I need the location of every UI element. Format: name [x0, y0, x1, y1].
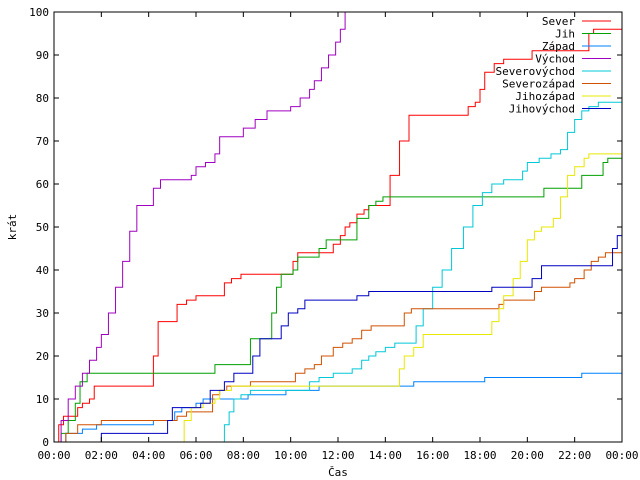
- series-layer: [54, 12, 622, 442]
- legend-label: Severovýchod: [496, 65, 575, 78]
- y-tick-label: 70: [36, 135, 49, 148]
- x-tick-label: 08:00: [227, 449, 260, 462]
- series-line: [54, 252, 622, 442]
- legend: SeverJihZápadVýchodSeverovýchodSeverozáp…: [496, 15, 611, 116]
- x-tick-label: 06:00: [179, 449, 212, 462]
- y-tick-label: 50: [36, 221, 49, 234]
- ticks-layer: 0 10 20 30 40 50 60 70 80 90 100 00:00 02:00 04:00 06:…: [29, 6, 638, 462]
- x-tick-label: 12:00: [321, 449, 354, 462]
- legend-label: Severozápad: [502, 78, 575, 91]
- y-tick-label: 60: [36, 178, 49, 191]
- x-tick-label: 20:00: [511, 449, 544, 462]
- series-line: [219, 101, 622, 442]
- x-tick-label: 10:00: [274, 449, 307, 462]
- legend-label: Jih: [555, 28, 575, 41]
- series-line: [98, 235, 622, 442]
- series-line: [54, 157, 622, 442]
- x-tick-label: 14:00: [369, 449, 402, 462]
- y-tick-label: 40: [36, 264, 49, 277]
- legend-label: Sever: [542, 15, 575, 28]
- x-tick-label: 00:00: [37, 449, 70, 462]
- series-line: [54, 12, 346, 442]
- x-tick-label: 22:00: [558, 449, 591, 462]
- y-tick-label: 100: [29, 6, 49, 19]
- x-tick-label: 04:00: [132, 449, 165, 462]
- y-axis-label: krát: [6, 214, 19, 241]
- x-tick-label: 16:00: [416, 449, 449, 462]
- x-tick-label: 18:00: [463, 449, 496, 462]
- legend-label: Východ: [535, 53, 575, 66]
- series-line: [54, 28, 622, 442]
- x-tick-label: 00:00: [605, 449, 638, 462]
- y-tick-label: 80: [36, 92, 49, 105]
- legend-label: Jihovýchod: [509, 103, 575, 116]
- x-tick-label: 02:00: [85, 449, 118, 462]
- y-tick-label: 30: [36, 307, 49, 320]
- y-tick-label: 20: [36, 350, 49, 363]
- y-tick-label: 10: [36, 393, 49, 406]
- y-tick-label: 0: [42, 436, 49, 449]
- legend-label: Západ: [542, 40, 575, 53]
- series-line: [179, 153, 622, 442]
- y-tick-label: 90: [36, 49, 49, 62]
- x-axis-label: Čas: [328, 466, 348, 479]
- legend-label: Jihozápad: [515, 90, 575, 103]
